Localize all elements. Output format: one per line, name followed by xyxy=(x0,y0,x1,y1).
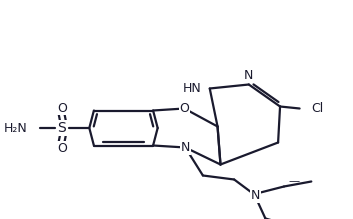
Text: O: O xyxy=(57,101,67,115)
Text: O: O xyxy=(179,102,189,115)
Text: —: — xyxy=(289,177,300,187)
Text: H₂N: H₂N xyxy=(4,122,28,134)
Text: N: N xyxy=(251,189,260,202)
Text: Cl: Cl xyxy=(311,102,324,115)
Text: O: O xyxy=(57,141,67,154)
Text: N: N xyxy=(181,141,190,154)
Text: HN: HN xyxy=(183,82,202,95)
Text: S: S xyxy=(58,121,66,135)
Text: N: N xyxy=(244,69,253,82)
